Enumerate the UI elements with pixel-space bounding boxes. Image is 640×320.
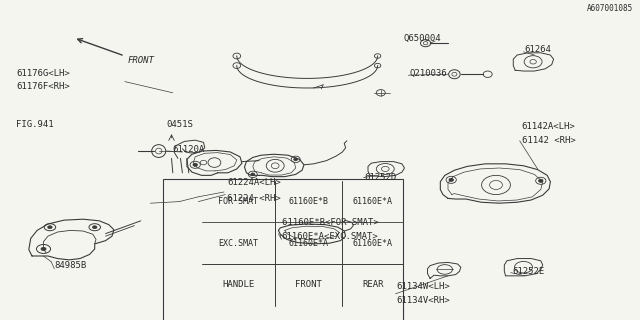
Text: 61160E*B<FOR SMAT>: 61160E*B<FOR SMAT> [282, 218, 378, 227]
Text: FIG.941: FIG.941 [16, 120, 54, 129]
Text: HANDLE: HANDLE [222, 280, 255, 289]
Text: REAR: REAR [362, 280, 383, 289]
Text: Q650004: Q650004 [403, 34, 441, 43]
Text: 61142 <RH>: 61142 <RH> [522, 136, 575, 145]
Text: 61120A: 61120A [173, 145, 205, 154]
Text: 61134W<LH>: 61134W<LH> [397, 282, 451, 291]
Text: 84985B: 84985B [54, 261, 86, 270]
Ellipse shape [294, 158, 298, 161]
Text: FRONT: FRONT [128, 56, 155, 65]
Ellipse shape [251, 173, 255, 176]
Text: 61134V<RH>: 61134V<RH> [397, 296, 451, 305]
Text: 61252D: 61252D [365, 173, 397, 182]
Text: FOR SMAT: FOR SMAT [218, 197, 259, 206]
Text: 61160E*A<EXC.SMAT>: 61160E*A<EXC.SMAT> [282, 232, 378, 241]
Ellipse shape [41, 247, 46, 251]
Text: Q210036: Q210036 [410, 69, 447, 78]
Bar [202, 306, 403, 320]
Ellipse shape [538, 179, 543, 182]
Ellipse shape [47, 226, 52, 228]
Text: 61142A<LH>: 61142A<LH> [522, 122, 575, 131]
Ellipse shape [93, 226, 97, 228]
Text: FRONT: FRONT [296, 280, 322, 289]
Text: EXC.SMAT: EXC.SMAT [218, 239, 259, 248]
Text: 61160E*A: 61160E*A [353, 197, 393, 206]
Text: 0451S: 0451S [166, 120, 193, 129]
Text: 61224A<LH>: 61224A<LH> [227, 178, 281, 187]
Ellipse shape [193, 163, 197, 166]
Text: A607001085: A607001085 [588, 4, 634, 12]
Text: 61176G<LH>: 61176G<LH> [16, 69, 70, 78]
Text: 61160E*A: 61160E*A [353, 239, 393, 248]
Text: 61160E*A: 61160E*A [289, 239, 329, 248]
Text: 61224 <RH>: 61224 <RH> [227, 194, 281, 203]
Text: 61160E*B: 61160E*B [289, 197, 329, 206]
Text: 61252E: 61252E [512, 268, 544, 276]
Ellipse shape [449, 178, 453, 181]
Bar [163, 179, 403, 320]
Text: 61176F<RH>: 61176F<RH> [16, 82, 70, 91]
Text: 61264: 61264 [525, 45, 552, 54]
